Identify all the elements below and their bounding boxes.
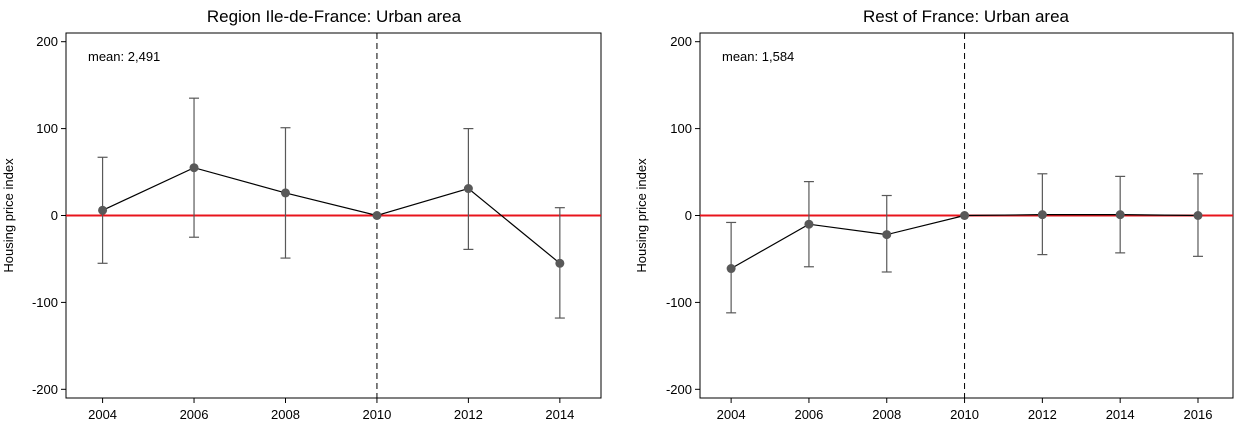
x-tick-label: 2016 xyxy=(1184,407,1213,422)
data-point xyxy=(882,230,892,240)
y-tick-label: 200 xyxy=(36,34,58,49)
data-point xyxy=(960,211,970,220)
chart-panel-2: Rest of France: Urban area Housing price … xyxy=(634,7,1234,422)
chart-title: Region Ile-de-France: Urban area xyxy=(207,7,462,26)
x-tick-label: 2004 xyxy=(88,407,117,422)
x-tick-label: 2014 xyxy=(1106,407,1135,422)
y-tick-label: -100 xyxy=(32,295,58,310)
x-tick-label: 2008 xyxy=(271,407,300,422)
data-point xyxy=(372,211,382,220)
x-tick-label: 2010 xyxy=(950,407,979,422)
data-point xyxy=(1115,210,1125,220)
chart-title: Rest of France: Urban area xyxy=(863,7,1070,26)
data-point xyxy=(98,205,108,215)
y-tick-label: -100 xyxy=(666,295,692,310)
y-tick-label: -200 xyxy=(32,382,58,397)
y-tick-label: 200 xyxy=(670,34,692,49)
data-point xyxy=(463,184,473,194)
x-tick-label: 2006 xyxy=(794,407,823,422)
chart-panel-1: Region Ile-de-France: Urban area Housing … xyxy=(1,7,602,422)
data-point xyxy=(555,258,565,268)
x-tick-label: 2008 xyxy=(872,407,901,422)
data-point xyxy=(280,188,290,198)
y-axis-label: Housing price index xyxy=(1,158,16,273)
data-point xyxy=(189,163,199,173)
mean-annotation: mean: 2,491 xyxy=(88,49,160,64)
series-line xyxy=(730,214,1198,270)
x-tick-label: 2006 xyxy=(180,407,209,422)
x-tick-label: 2012 xyxy=(1028,407,1057,422)
y-tick-label: 0 xyxy=(51,208,58,223)
y-axis-label: Housing price index xyxy=(634,158,649,273)
data-point xyxy=(804,219,814,229)
data-point xyxy=(1037,210,1047,220)
x-tick-label: 2004 xyxy=(717,407,746,422)
x-tick-label: 2012 xyxy=(454,407,483,422)
y-tick-label: -200 xyxy=(666,382,692,397)
x-tick-label: 2014 xyxy=(545,407,574,422)
series-line xyxy=(102,167,561,264)
mean-annotation: mean: 1,584 xyxy=(722,49,794,64)
y-tick-label: 0 xyxy=(685,208,692,223)
y-tick-label: 100 xyxy=(670,121,692,136)
y-tick-label: 100 xyxy=(36,121,58,136)
x-tick-label: 2010 xyxy=(362,407,391,422)
data-point xyxy=(1193,211,1203,220)
data-point xyxy=(726,264,736,274)
